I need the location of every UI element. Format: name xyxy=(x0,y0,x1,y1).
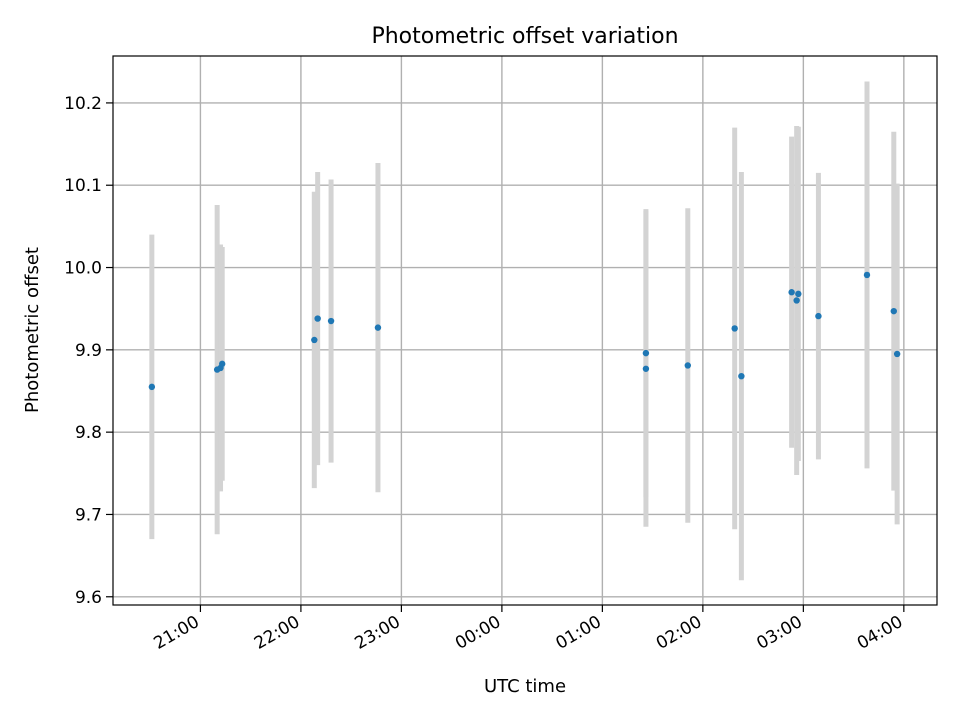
data-point xyxy=(218,360,226,368)
y-tick-label: 9.6 xyxy=(75,588,102,608)
y-tick-label: 10.1 xyxy=(64,176,102,196)
data-point xyxy=(793,297,800,304)
data-point xyxy=(148,383,156,391)
data-point xyxy=(314,315,321,322)
y-tick-label: 9.7 xyxy=(75,505,102,525)
data-point xyxy=(815,312,822,320)
chart-title: Photometric offset variation xyxy=(371,24,678,49)
y-axis-label: Photometric offset xyxy=(22,247,43,413)
y-tick-label: 9.9 xyxy=(75,341,102,361)
data-points xyxy=(148,271,901,391)
data-point xyxy=(738,372,745,380)
y-tick-label: 10.0 xyxy=(64,259,102,279)
plot-frame xyxy=(112,55,938,606)
data-point xyxy=(863,271,871,279)
data-point xyxy=(642,365,650,372)
data-point xyxy=(642,349,650,357)
data-point xyxy=(788,289,795,296)
data-point xyxy=(890,307,897,315)
data-point xyxy=(731,325,738,332)
data-point xyxy=(893,350,901,358)
data-point xyxy=(374,324,382,331)
y-axis-ticks: 9.6 9.7 9.8 9.9 10.0 10.1 10.2 xyxy=(64,94,113,608)
data-point xyxy=(684,362,691,369)
y-tick-label: 9.8 xyxy=(75,423,102,443)
x-axis-label: UTC time xyxy=(484,676,566,697)
data-point xyxy=(327,317,335,325)
y-tick-label: 10.2 xyxy=(64,94,102,114)
data-point xyxy=(795,290,802,298)
data-point xyxy=(311,336,318,344)
